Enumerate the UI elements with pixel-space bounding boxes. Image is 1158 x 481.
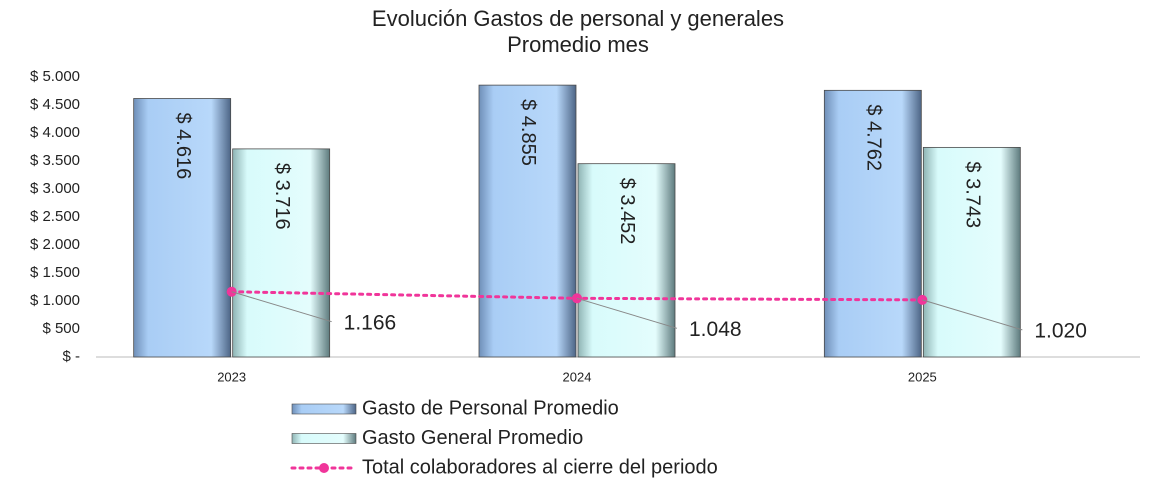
x-tick-label: 2025 <box>908 369 937 384</box>
legend-label: Gasto de Personal Promedio <box>362 397 619 419</box>
x-tick-label: 2024 <box>563 369 592 384</box>
bar <box>478 84 577 358</box>
y-tick-label: $ 5.000 <box>30 68 80 85</box>
x-tick-label: 2023 <box>217 369 246 384</box>
data-label: $ 4.616 <box>172 113 194 180</box>
legend-swatch <box>291 433 357 444</box>
data-label: $ 3.743 <box>962 161 984 228</box>
data-label: $ 4.762 <box>863 104 885 171</box>
bar <box>922 146 1021 358</box>
bar <box>133 98 232 358</box>
y-tick-label: $ 1.000 <box>30 292 80 309</box>
data-label: 1.048 <box>689 318 742 341</box>
chart-title: Evolución Gastos de personal y generales <box>372 6 784 31</box>
y-tick-label: $ 3.000 <box>30 180 80 197</box>
leader-line <box>576 297 678 329</box>
legend-swatch <box>319 463 329 473</box>
bar <box>232 148 331 358</box>
leader-line <box>922 299 1023 331</box>
y-tick-label: $ 2.000 <box>30 236 80 253</box>
y-tick-label: $ 500 <box>42 320 80 337</box>
data-label: $ 3.716 <box>271 163 293 230</box>
leader-line <box>231 291 332 323</box>
data-label: 1.020 <box>1034 319 1087 342</box>
y-tick-label: $ 3.500 <box>30 152 80 169</box>
y-tick-label: $ 4.500 <box>30 96 80 113</box>
legend-label: Gasto General Promedio <box>362 427 583 449</box>
y-tick-label: $ 1.500 <box>30 264 80 281</box>
chart-subtitle: Promedio mes <box>507 32 649 57</box>
legend-swatch <box>291 403 357 415</box>
data-label: $ 4.855 <box>517 99 539 166</box>
bar <box>823 89 922 358</box>
legend-label: Total colaboradores al cierre del period… <box>362 456 718 478</box>
y-tick-label: $ - <box>62 348 80 365</box>
data-label: 1.166 <box>344 311 397 334</box>
data-label: $ 3.452 <box>616 178 638 245</box>
y-tick-label: $ 4.000 <box>30 124 80 141</box>
bar <box>577 163 676 358</box>
y-tick-label: $ 2.500 <box>30 208 80 225</box>
